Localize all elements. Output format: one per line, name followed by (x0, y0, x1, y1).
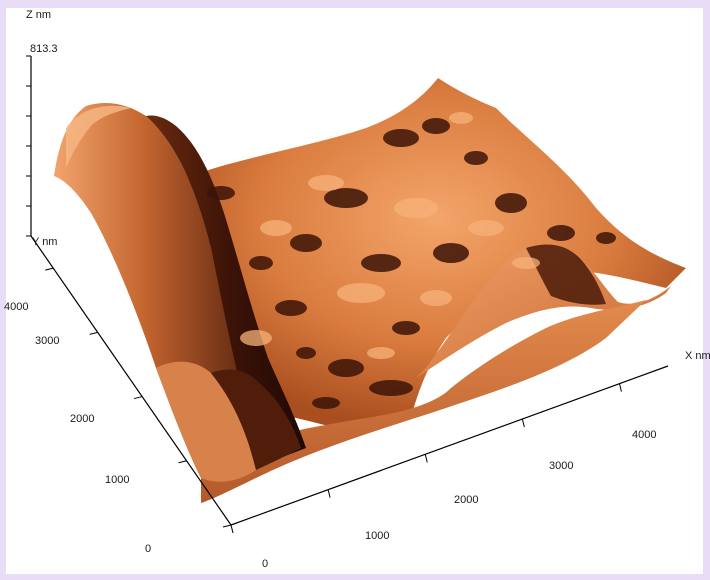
z-axis-max-label: 813.3 (30, 43, 58, 55)
y-tick-label-2000: 2000 (70, 413, 95, 425)
x-axis-line (230, 365, 669, 526)
plot-panel: Z nm 813.3 Y nm 4000 3000 2000 1000 0 0 … (4, 8, 710, 574)
surface-right-bump-shadow (526, 244, 606, 305)
x-tick-2000 (424, 454, 428, 463)
x-tick-label-1000: 1000 (365, 530, 390, 542)
surface-left-ridge-shadow (146, 115, 306, 469)
x-axis-title: X nm (685, 350, 710, 362)
y-tick-1000 (178, 460, 187, 464)
x-tick-1000 (327, 489, 331, 498)
x-tick-label-4000: 4000 (632, 429, 657, 441)
surface-mesh (54, 78, 686, 503)
z-axis-title: Z nm (26, 9, 52, 21)
y-tick-2000 (133, 396, 143, 400)
surface-texture (207, 118, 616, 409)
y-tick-label-1000: 1000 (105, 474, 130, 486)
surface-ridge-foot-shadow (211, 369, 301, 470)
x-tick-label-3000: 3000 (549, 460, 574, 472)
surface-valley-floor (201, 300, 646, 503)
surface-ridge-foot (156, 361, 256, 482)
x-tick-0 (230, 524, 234, 534)
y-tick-3000 (89, 331, 98, 335)
y-tick-4000 (45, 267, 54, 271)
surface-ridge-highlight (66, 105, 131, 168)
x-tick-3000 (521, 418, 525, 428)
x-tick-4000 (618, 383, 622, 392)
x-tick-label-2000: 2000 (454, 494, 479, 506)
y-tick-0 (222, 524, 232, 528)
x-tick-label-0: 0 (262, 558, 269, 570)
y-tick-label-3000: 3000 (35, 335, 60, 347)
y-tick-label-4000: 4000 (4, 301, 29, 313)
y-axis-line (30, 235, 232, 526)
afm-surface-plot (26, 55, 686, 534)
y-axis-title: Y nm (32, 236, 58, 248)
y-tick-label-0: 0 (145, 543, 152, 555)
surface-highlights (240, 112, 540, 359)
